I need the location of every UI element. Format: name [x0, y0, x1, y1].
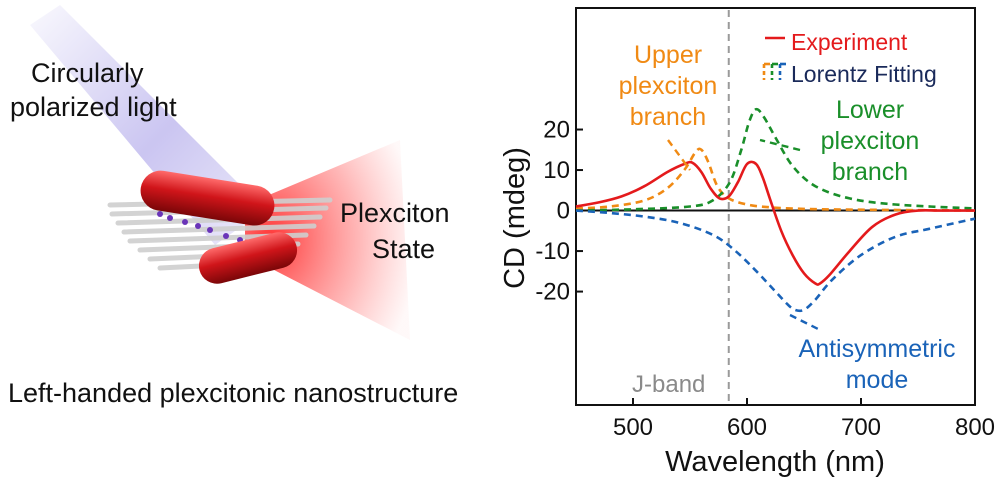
- series-upper-plexciton-branch: [575, 147, 976, 212]
- annotation-2-line-0: Antisymmetric: [799, 335, 956, 363]
- light-label-line1: Circularly: [31, 58, 144, 88]
- annotation-1-line-1: plexciton: [821, 127, 920, 155]
- state-label-line1: Plexciton: [340, 198, 450, 228]
- axes-layer: 500 600 700 800 -20 -10 0 10 20: [535, 7, 995, 441]
- x-tick-label-500: 500: [613, 414, 653, 441]
- light-label-line2: polarized light: [10, 92, 177, 122]
- upper-nanorod: [140, 170, 275, 226]
- reference-line-label: J-band: [632, 371, 705, 398]
- illustration-caption: Left-handed plexcitonic nanostructure: [8, 378, 458, 408]
- legend-label-experiment: Experiment: [791, 29, 908, 55]
- annotation-1-line-2: branch: [832, 158, 908, 186]
- annotation-leader-0: [667, 139, 691, 171]
- x-tick-label-700: 700: [841, 414, 881, 441]
- y-tick-label-0: 0: [557, 198, 570, 225]
- x-tick-label-800: 800: [955, 414, 995, 441]
- annotation-layer: Upper plexciton branch Lower plexciton branch…: [619, 41, 956, 394]
- x-tick-label-600: 600: [727, 414, 767, 441]
- series-lower-plexciton-branch: [575, 107, 976, 212]
- y-tick-label--20: -20: [535, 279, 570, 306]
- y-tick-label-20: 20: [543, 117, 570, 144]
- legend-label-lorentz: Lorentz Fitting: [791, 61, 937, 87]
- y-tick-label--10: -10: [535, 238, 570, 265]
- y-tick-label-10: 10: [543, 157, 570, 184]
- state-label-line2: State: [372, 234, 435, 264]
- y-axis-label: CD (mdeg): [499, 147, 531, 289]
- annotation-0-line-0: Upper: [634, 41, 702, 69]
- x-axis-label: Wavelength (nm): [665, 446, 885, 478]
- series-antisymmetric-mode: [575, 209, 976, 313]
- legend: Experiment Lorentz Fitting: [762, 29, 937, 87]
- cd-chart: 500 600 700 800 -20 -10 0 10 20 Upper plexciton br…: [499, 7, 995, 478]
- annotation-0-line-2: branch: [630, 103, 706, 131]
- emission-cone: [245, 140, 410, 340]
- annotation-leader-2: [789, 313, 821, 332]
- annotation-0-line-1: plexciton: [619, 72, 718, 100]
- series-layer: [575, 107, 976, 313]
- annotation-leader-1: [759, 138, 801, 152]
- series-experiment: [575, 160, 975, 286]
- annotation-2-line-1: mode: [846, 366, 909, 394]
- lower-nanorod: [198, 232, 298, 284]
- annotation-1-line-0: Lower: [836, 96, 904, 124]
- illustration: Circularly polarized light Plexciton Sta…: [8, 5, 458, 408]
